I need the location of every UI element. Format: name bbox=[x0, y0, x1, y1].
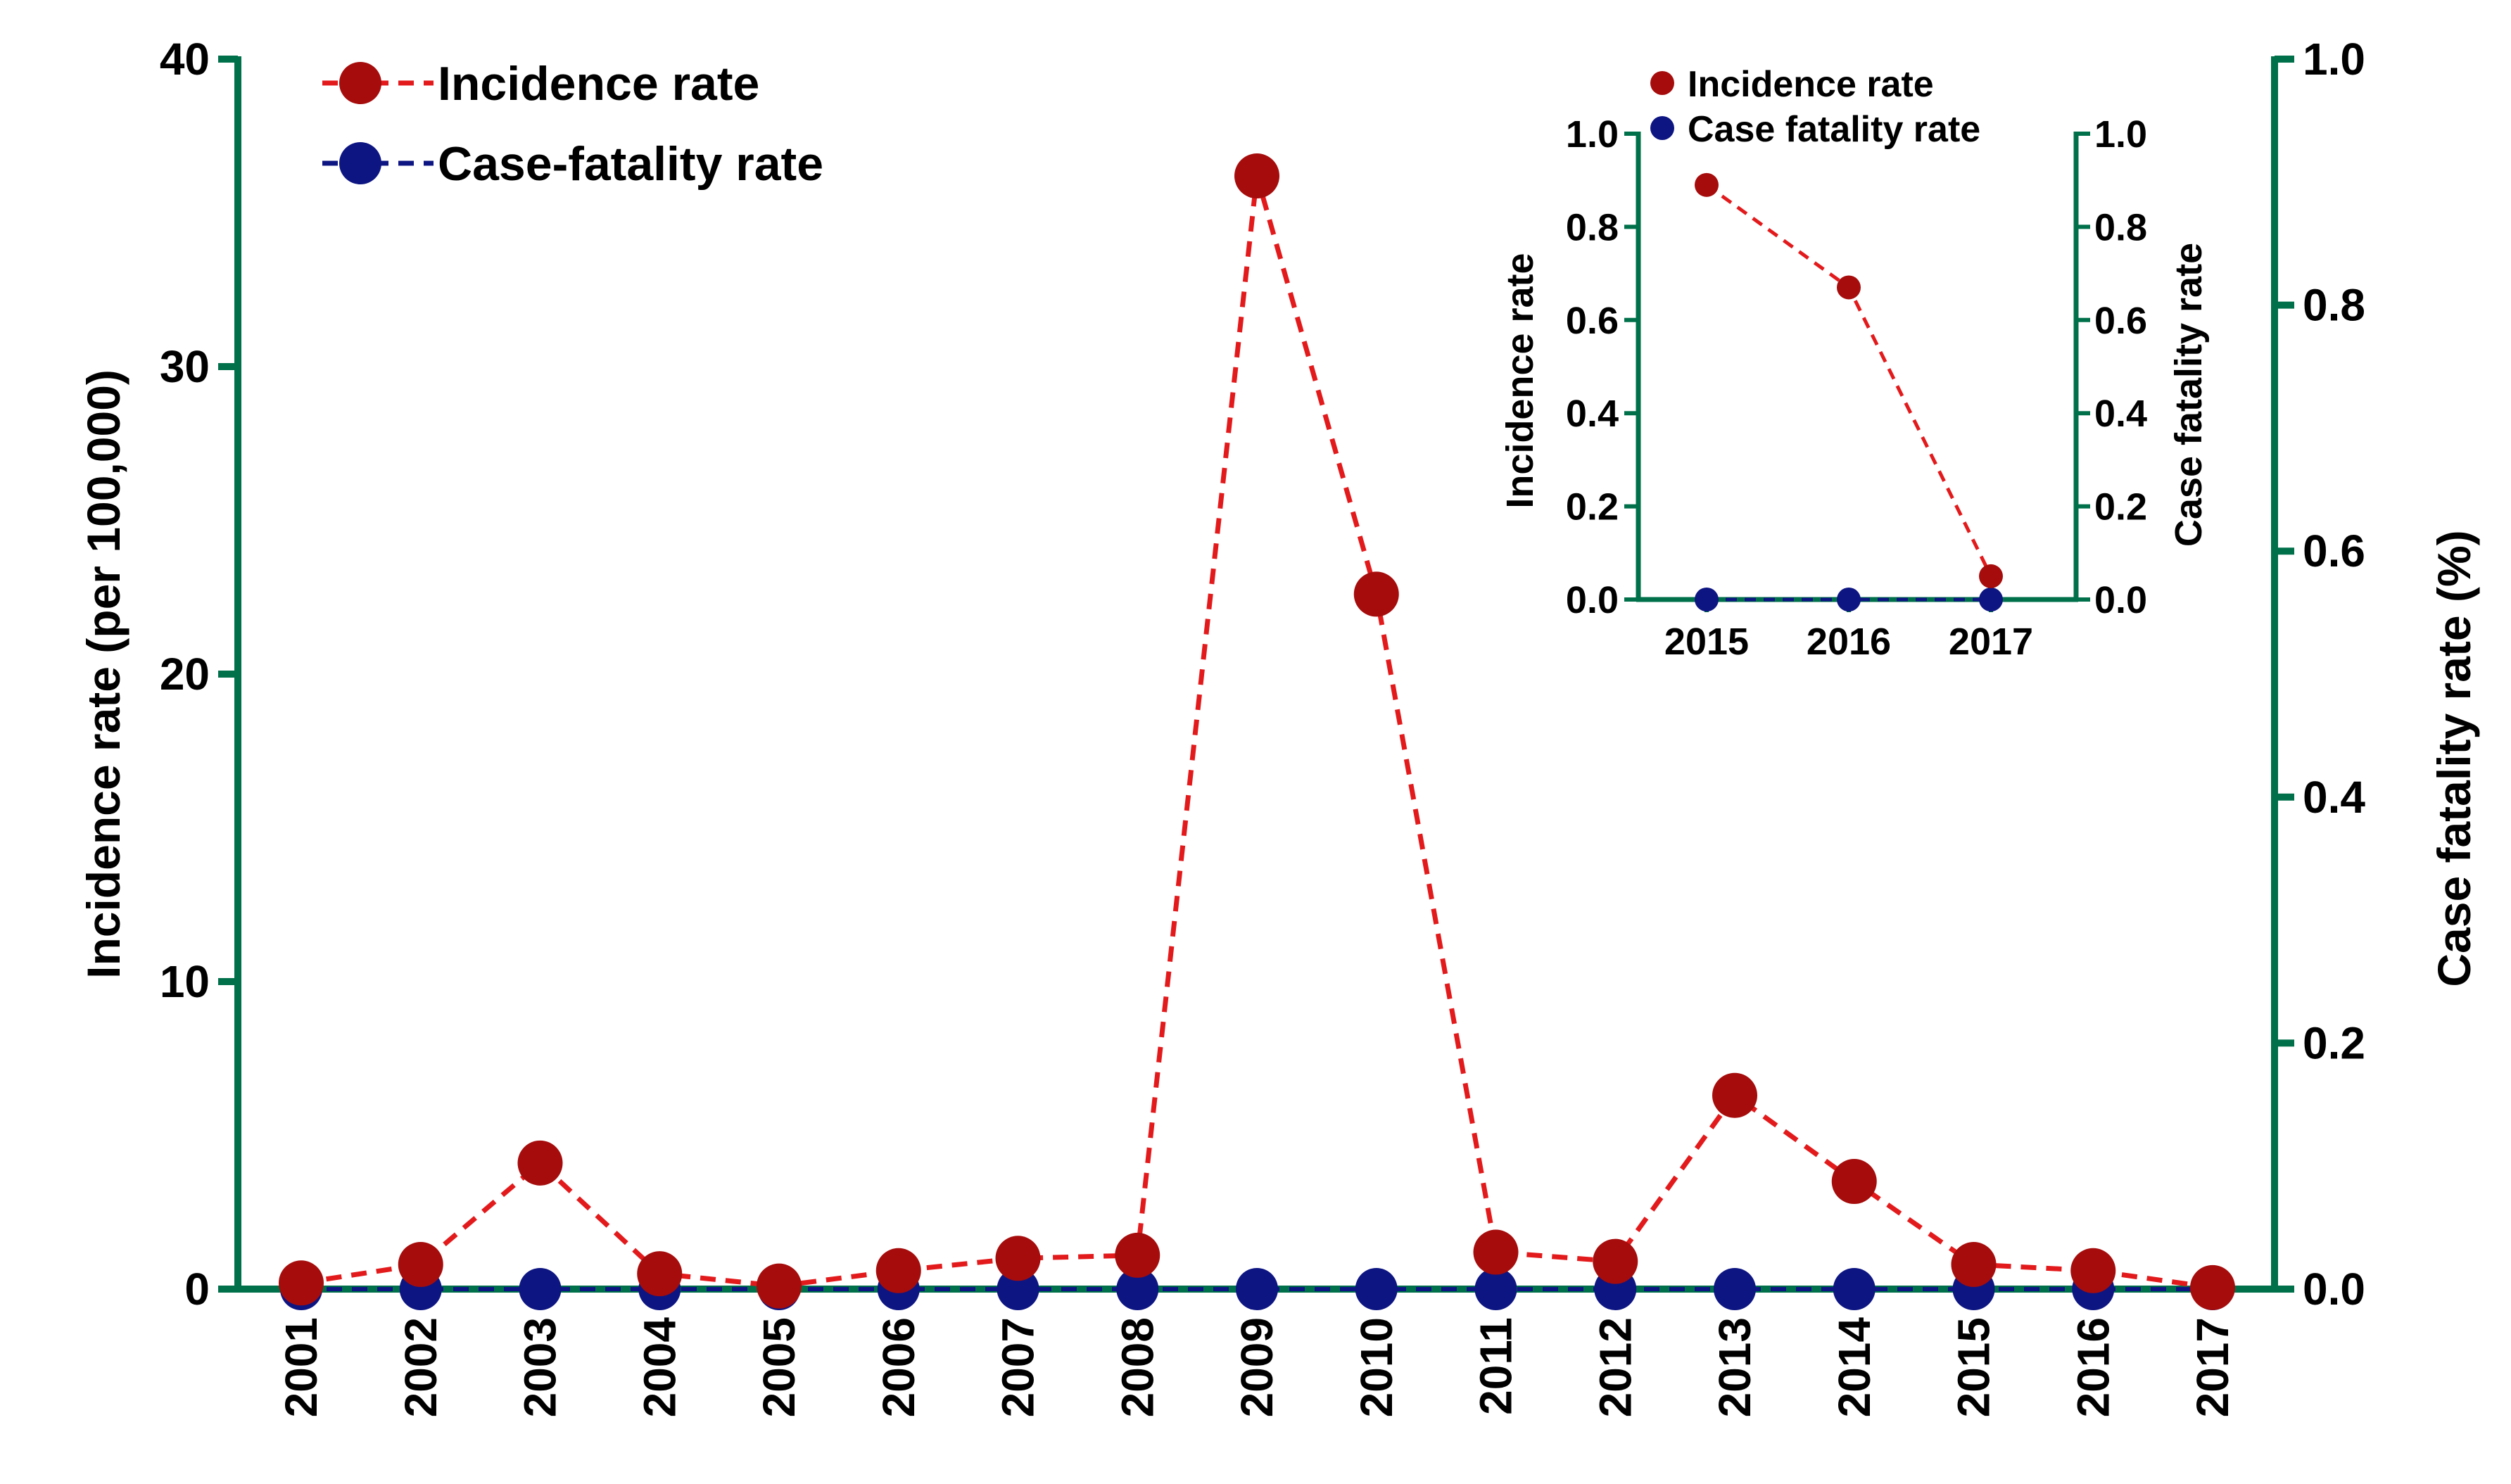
x-tick-label: 2010 bbox=[1351, 1317, 1402, 1417]
x-tick-label: 2005 bbox=[754, 1317, 804, 1417]
data-point-incidence bbox=[757, 1263, 802, 1309]
data-point-incidence bbox=[1593, 1238, 1638, 1284]
inset-x-tick-label: 2015 bbox=[1664, 621, 1749, 663]
x-tick-label: 2017 bbox=[2187, 1317, 2238, 1417]
inset-right-y-tick-label: 0.4 bbox=[2094, 393, 2147, 435]
inset-right-y-tick-label: 0.2 bbox=[2094, 486, 2147, 528]
data-point-incidence bbox=[1831, 1159, 1877, 1205]
x-tick-label: 2003 bbox=[515, 1317, 566, 1417]
x-tick-label: 2009 bbox=[1232, 1317, 1282, 1417]
right-y-axis-title: Case fatality rate (%) bbox=[2428, 530, 2480, 987]
inset-chart: 0.0 0.2 0.4 0.6 0.8 1.0 0.0 0.2 0.4 0.6 0.8 1.0 2015… bbox=[1499, 64, 2210, 663]
x-tick-label: 2008 bbox=[1112, 1317, 1163, 1417]
left-y-tick-label: 20 bbox=[160, 649, 210, 699]
left-y-axis-title: Incidence rate (per 100,000) bbox=[77, 369, 129, 979]
data-point-case-fatality bbox=[1355, 1268, 1398, 1310]
inset-left-y-tick-label: 0.4 bbox=[1566, 393, 1619, 435]
left-y-tick-label: 30 bbox=[160, 341, 210, 392]
data-point-incidence bbox=[1951, 1242, 1997, 1288]
x-tick-label: 2014 bbox=[1829, 1317, 1880, 1418]
inset-right-y-tick-label: 0.6 bbox=[2094, 300, 2147, 342]
inset-x-tick-label: 2016 bbox=[1807, 621, 1891, 663]
data-point-incidence bbox=[875, 1248, 921, 1293]
data-point-incidence bbox=[1115, 1232, 1160, 1278]
inset-right-y-tick-label: 0.0 bbox=[2094, 579, 2147, 621]
data-point-case-fatality bbox=[1236, 1268, 1278, 1310]
inset-data-point-case-fatality bbox=[1695, 588, 1719, 611]
main-chart: 0 10 20 30 40 0.0 0.2 0.4 0.6 0.8 1.0 2001 2002 2003 2… bbox=[77, 34, 2480, 1417]
data-point-incidence bbox=[398, 1242, 443, 1288]
left-y-tick-label: 40 bbox=[160, 34, 210, 84]
data-point-case-fatality bbox=[997, 1268, 1039, 1310]
right-y-tick-label: 0.0 bbox=[2303, 1264, 2365, 1314]
data-point-incidence bbox=[637, 1251, 683, 1297]
data-point-incidence bbox=[2190, 1264, 2235, 1310]
inset-left-y-tick-label: 0.6 bbox=[1566, 300, 1619, 342]
inset-left-y-tick-label: 0.0 bbox=[1566, 579, 1619, 621]
left-y-tick-label: 0 bbox=[184, 1264, 210, 1314]
x-tick-label: 2002 bbox=[396, 1317, 446, 1417]
inset-legend-label: Case fatality rate bbox=[1688, 109, 1980, 150]
inset-legend-marker bbox=[1650, 71, 1674, 95]
inset-data-point-incidence bbox=[1979, 564, 2003, 588]
right-y-tick-label: 1.0 bbox=[2303, 34, 2365, 84]
inset-left-y-tick-label: 0.8 bbox=[1566, 206, 1619, 248]
inset-data-point-incidence bbox=[1695, 172, 1719, 197]
inset-data-point-case-fatality bbox=[1979, 588, 2003, 611]
data-point-incidence bbox=[995, 1236, 1041, 1281]
inset-legend-marker bbox=[1650, 116, 1674, 140]
data-point-incidence bbox=[517, 1140, 563, 1186]
inset-legend-label: Incidence rate bbox=[1688, 64, 1934, 105]
inset-right-y-tick-label: 0.8 bbox=[2094, 206, 2147, 248]
data-point-incidence bbox=[1473, 1229, 1519, 1275]
inset-right-y-tick-label: 1.0 bbox=[2094, 113, 2147, 156]
x-tick-label: 2013 bbox=[1709, 1317, 1760, 1417]
data-point-case-fatality bbox=[1474, 1268, 1517, 1310]
legend-label: Case-fatality rate bbox=[438, 137, 823, 191]
data-point-incidence bbox=[1234, 153, 1279, 199]
legend-marker bbox=[339, 62, 381, 104]
x-tick-label: 2004 bbox=[634, 1317, 685, 1418]
x-tick-label: 2016 bbox=[2068, 1317, 2118, 1417]
inset-right-y-axis-title: Case fatality rate bbox=[2168, 243, 2210, 547]
inset-data-point-case-fatality bbox=[1837, 588, 1861, 611]
data-point-case-fatality bbox=[1833, 1268, 1876, 1310]
legend-marker bbox=[339, 142, 381, 184]
inset-left-y-axis-title: Incidence rate bbox=[1499, 253, 1541, 508]
data-point-case-fatality bbox=[519, 1268, 562, 1310]
right-y-tick-label: 0.2 bbox=[2303, 1017, 2365, 1068]
inset-series-line-incidence bbox=[1705, 183, 1993, 578]
data-point-incidence bbox=[1353, 571, 1399, 617]
inset-data-point-incidence bbox=[1837, 275, 1861, 300]
right-y-tick-label: 0.8 bbox=[2303, 280, 2365, 331]
x-tick-label: 2015 bbox=[1949, 1317, 1999, 1417]
left-y-tick-label: 10 bbox=[160, 956, 210, 1007]
data-point-incidence bbox=[2070, 1248, 2116, 1293]
inset-left-y-tick-label: 0.2 bbox=[1566, 486, 1619, 528]
inset-x-tick-label: 2017 bbox=[1949, 621, 2033, 663]
x-tick-label: 2001 bbox=[276, 1317, 327, 1417]
x-tick-label: 2012 bbox=[1590, 1317, 1640, 1417]
series-line-incidence bbox=[301, 175, 2213, 1290]
data-point-incidence bbox=[279, 1260, 324, 1306]
data-point-incidence bbox=[1712, 1072, 1757, 1118]
right-y-tick-label: 0.4 bbox=[2303, 772, 2365, 823]
right-y-tick-label: 0.6 bbox=[2303, 526, 2365, 576]
x-tick-label: 2011 bbox=[1471, 1317, 1522, 1415]
data-point-case-fatality bbox=[1116, 1268, 1159, 1310]
legend-label: Incidence rate bbox=[438, 57, 759, 110]
data-point-case-fatality bbox=[1714, 1268, 1756, 1310]
x-tick-label: 2007 bbox=[993, 1317, 1044, 1417]
x-tick-label: 2006 bbox=[873, 1317, 924, 1417]
inset-left-y-tick-label: 1.0 bbox=[1566, 113, 1619, 156]
